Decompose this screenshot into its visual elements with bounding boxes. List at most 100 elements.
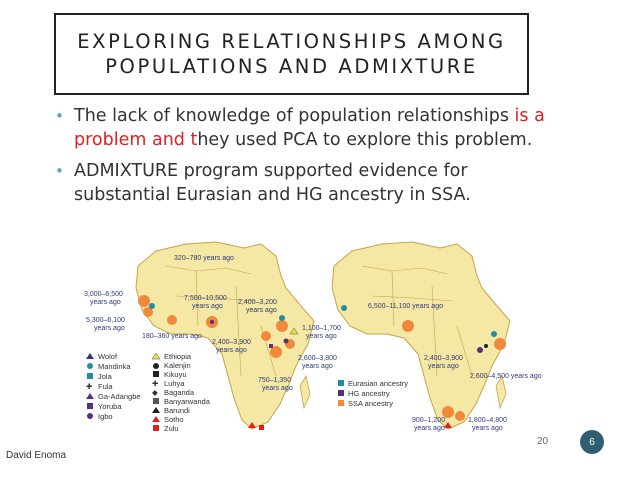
mandinka-circle-icon <box>87 363 93 369</box>
left-label: years ago <box>246 307 277 314</box>
legend-item: Zulu <box>164 424 179 433</box>
legend-item: Fula <box>98 382 113 391</box>
left-map-labels: 3,000–6,500 years ago 5,300–6,100 years … <box>84 255 341 392</box>
ssa-ancestry-marker <box>261 331 271 341</box>
ga-adangbe-triangle-icon <box>86 393 94 399</box>
eurasian-ancestry-marker <box>279 315 285 321</box>
bullet1-text: The lack of knowledge of population rela… <box>74 106 515 126</box>
hg-ancestry-marker <box>269 344 273 348</box>
legend-item: Banyarwanda <box>164 397 211 406</box>
right-label: 2,400–3,900 <box>424 355 463 362</box>
ssa-ancestry-marker <box>270 346 282 358</box>
eurasian-ancestry-swatch <box>338 380 344 386</box>
baganda-diamond-icon: ◆ <box>152 388 159 397</box>
population-square-marker <box>259 425 264 430</box>
ssa-ancestry-marker <box>143 307 153 317</box>
bullet-dot-icon: • <box>55 107 64 125</box>
footer-author: David Enoma <box>6 450 67 461</box>
ssa-ancestry-marker <box>138 295 150 307</box>
population-legend-col2: Ethiopia Kalenjin Kikuyu ✚ Luhya ◆ Bagan… <box>151 352 211 433</box>
legend-item: Yoruba <box>98 402 122 411</box>
left-label: 3,000–6,500 <box>84 291 123 298</box>
left-africa-landmass <box>135 241 315 430</box>
admixture-maps-svg: 3,000–6,500 years ago 5,300–6,100 years … <box>84 241 542 433</box>
eurasian-ancestry-marker <box>341 305 347 311</box>
left-label: years ago <box>90 299 121 306</box>
left-label: 2,600–3,800 <box>298 355 337 362</box>
banyarwanda-square-icon <box>153 398 159 404</box>
bullet1-red-text-a: is a <box>514 106 545 126</box>
kalenjin-circle-icon <box>153 363 159 369</box>
legend-item: Mandinka <box>98 362 131 371</box>
legend-item: Kalenjin <box>164 361 191 370</box>
population-legend-col1: Wolof Mandinka Jola ✚ Fula Ga-Adangbe Yo… <box>86 352 141 421</box>
left-map-markers <box>138 295 299 430</box>
jola-square-icon <box>87 373 93 379</box>
ssa-ancestry-marker <box>402 320 414 332</box>
right-label: years ago <box>472 425 503 432</box>
legend-item: Igbo <box>98 412 113 421</box>
left-label: 750–1,350 <box>258 377 291 384</box>
bullet1-text-end: hey used PCA to explore this problem. <box>197 130 533 150</box>
hg-ancestry-marker <box>484 344 488 348</box>
left-label: years ago <box>302 363 333 370</box>
left-label: years ago <box>192 303 223 310</box>
hg-ancestry-marker <box>283 338 289 344</box>
wolof-triangle-icon <box>86 353 94 359</box>
eurasian-ancestry-marker <box>491 331 497 337</box>
barundi-triangle-icon <box>152 407 160 413</box>
left-label: 7,500–10,500 <box>184 295 227 302</box>
ancestry-legend: Eurasian ancestry HG ancestry SSA ancest… <box>338 379 408 408</box>
right-label: 2,600–4,500 years ago <box>470 373 542 380</box>
igbo-circle-icon <box>87 413 93 419</box>
legend-item: HG ancestry <box>348 389 390 398</box>
right-map-labels: 6,500–11,100 years ago 2,400–3,900 years… <box>368 303 542 432</box>
legend-item: Barundi <box>164 406 190 415</box>
left-map-borders <box>165 265 277 377</box>
legend-item: SSA ancestry <box>348 399 393 408</box>
slide-title-line-1: EXPLORING RELATIONSHIPS AMONG <box>77 30 506 53</box>
population-triangle-marker <box>248 422 256 428</box>
bullet-list: • The lack of knowledge of population re… <box>52 104 612 214</box>
kikuyu-square-icon <box>153 371 159 377</box>
eurasian-ancestry-marker <box>149 303 155 309</box>
left-africa-map <box>135 241 315 430</box>
bullet-dot-icon: • <box>55 162 64 180</box>
ssa-ancestry-marker <box>494 338 506 350</box>
footer-number: 20 <box>537 436 549 447</box>
right-label: 6,500–11,100 years ago <box>368 303 443 310</box>
left-label: 5,300–6,100 <box>86 317 125 324</box>
left-label: years ago <box>94 325 125 332</box>
ssa-ancestry-marker <box>276 320 288 332</box>
bullet-item-2: • ADMIXTURE program supported evidence f… <box>52 159 529 207</box>
legend-item: Jola <box>98 372 113 381</box>
bullet2-text: ADMIXTURE program supported evidence for… <box>74 161 471 205</box>
ssa-ancestry-marker <box>167 315 177 325</box>
left-label: years ago <box>216 347 247 354</box>
right-label: 900–1,200 <box>412 417 445 424</box>
page-number-badge: 6 <box>580 430 604 454</box>
slide-title-box: EXPLORING RELATIONSHIPS AMONG POPULATION… <box>54 13 529 95</box>
left-label: 180–360 years ago <box>142 333 202 340</box>
legend-item: Ga-Adangbe <box>98 392 141 401</box>
slide-title-line-2: POPULATIONS AND ADMIXTURE <box>105 55 478 78</box>
right-label: years ago <box>428 363 459 370</box>
yoruba-square-icon <box>87 403 93 409</box>
luhya-cross-icon: ✚ <box>152 379 159 388</box>
left-label: 2,400–3,900 <box>212 339 251 346</box>
legend-item: Sotho <box>164 415 184 424</box>
left-label: 2,400–3,200 <box>238 299 277 306</box>
right-label: 1,800–4,800 <box>468 417 507 424</box>
page-number: 6 <box>589 436 595 448</box>
left-madagascar <box>299 374 311 410</box>
ssa-ancestry-swatch <box>338 400 344 406</box>
right-madagascar <box>495 374 507 410</box>
ssa-ancestry-marker <box>442 406 454 418</box>
legend-item: Eurasian ancestry <box>348 379 408 388</box>
legend-item: Ethiopia <box>164 352 192 361</box>
hg-ancestry-marker <box>210 320 214 324</box>
population-triangle-marker <box>444 422 452 428</box>
bullet-item-1: • The lack of knowledge of population re… <box>52 104 612 152</box>
left-label: 1,100–1,700 <box>302 325 341 332</box>
population-triangle-marker <box>289 327 299 335</box>
